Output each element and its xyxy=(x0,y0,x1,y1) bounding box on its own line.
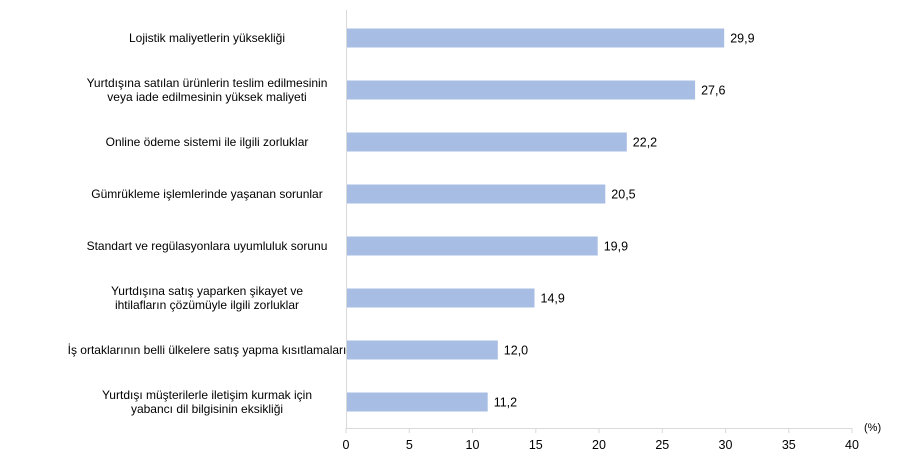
category-label-5: Standart ve regülasyonlara uyumluluk sor… xyxy=(87,239,328,253)
x-tick-label: 5 xyxy=(406,438,413,452)
bar-3 xyxy=(346,132,627,152)
value-label-3: 22,2 xyxy=(633,136,657,150)
bar-4 xyxy=(346,184,606,204)
category-label-line: İş ortaklarının belli ülkelere satış yap… xyxy=(68,343,347,357)
value-label-7: 12,0 xyxy=(504,344,528,358)
unit-label: (%) xyxy=(864,422,881,434)
category-label-line: Lojistik maliyetlerin yüksekliği xyxy=(129,31,285,45)
category-label-line: Standart ve regülasyonlara uyumluluk sor… xyxy=(87,239,328,253)
category-label-3: Online ödeme sistemi ile ilgili zorlukla… xyxy=(106,135,309,149)
category-label-6: Yurtdışına satış yaparken şikayet ve ihti… xyxy=(111,284,303,312)
value-label-8: 11,2 xyxy=(494,396,517,410)
value-label-2: 27,6 xyxy=(701,84,725,98)
bar-2 xyxy=(346,80,696,100)
category-label-line: Yurtdışına satış yaparken şikayet ve xyxy=(111,284,303,298)
category-label-line: Gümrükleme işlemlerinde yaşanan sorunlar xyxy=(91,187,322,201)
x-tick-label: 0 xyxy=(343,438,350,452)
x-tick-label: 10 xyxy=(466,438,480,452)
x-tick-label: 30 xyxy=(719,438,733,452)
x-tick-label: 35 xyxy=(782,438,796,452)
value-label-6: 14,9 xyxy=(541,292,565,306)
category-label-line: yabancı dil bilgisinin eksikliği xyxy=(131,402,283,416)
x-tick-label: 15 xyxy=(529,438,543,452)
category-label-8: Yurtdışı müşterilerle iletişim kurmak iç… xyxy=(102,388,312,416)
bars-group xyxy=(346,28,725,412)
category-label-1: Lojistik maliyetlerin yüksekliği xyxy=(129,31,285,45)
category-label-7: İş ortaklarının belli ülkelere satış yap… xyxy=(68,343,347,357)
value-label-5: 19,9 xyxy=(604,240,628,254)
category-label-line: Yurtdışına satılan ürünlerin teslim edil… xyxy=(87,76,328,90)
category-label-4: Gümrükleme işlemlerinde yaşanan sorunlar xyxy=(91,187,322,201)
category-label-line: veya iade edilmesinin yüksek maliyeti xyxy=(107,90,306,104)
bar-6 xyxy=(346,288,535,308)
value-labels-group: 29,9 27,6 22,2 20,5 19,9 14,9 12,0 11,2 xyxy=(494,32,755,410)
value-label-4: 20,5 xyxy=(611,188,635,202)
x-tick-label: 20 xyxy=(592,438,606,452)
category-label-line: Yurtdışı müşterilerle iletişim kurmak iç… xyxy=(102,388,312,402)
x-tick-label: 40 xyxy=(845,438,859,452)
category-label-2: Yurtdışına satılan ürünlerin teslim edil… xyxy=(87,76,328,104)
x-tick-label: 25 xyxy=(655,438,669,452)
category-label-line: Online ödeme sistemi ile ilgili zorlukla… xyxy=(106,135,309,149)
bar-5 xyxy=(346,236,598,256)
bar-1 xyxy=(346,28,725,48)
value-label-1: 29,9 xyxy=(730,32,754,46)
category-labels-group: Lojistik maliyetlerin yüksekliği Yurtdışı… xyxy=(68,31,347,416)
bar-7 xyxy=(346,340,498,360)
bar-8 xyxy=(346,392,488,412)
x-axis: 0 5 10 15 20 25 30 35 40 xyxy=(343,10,859,452)
category-label-line: ihtilafların çözümüyle ilgili zorluklar xyxy=(115,298,299,312)
